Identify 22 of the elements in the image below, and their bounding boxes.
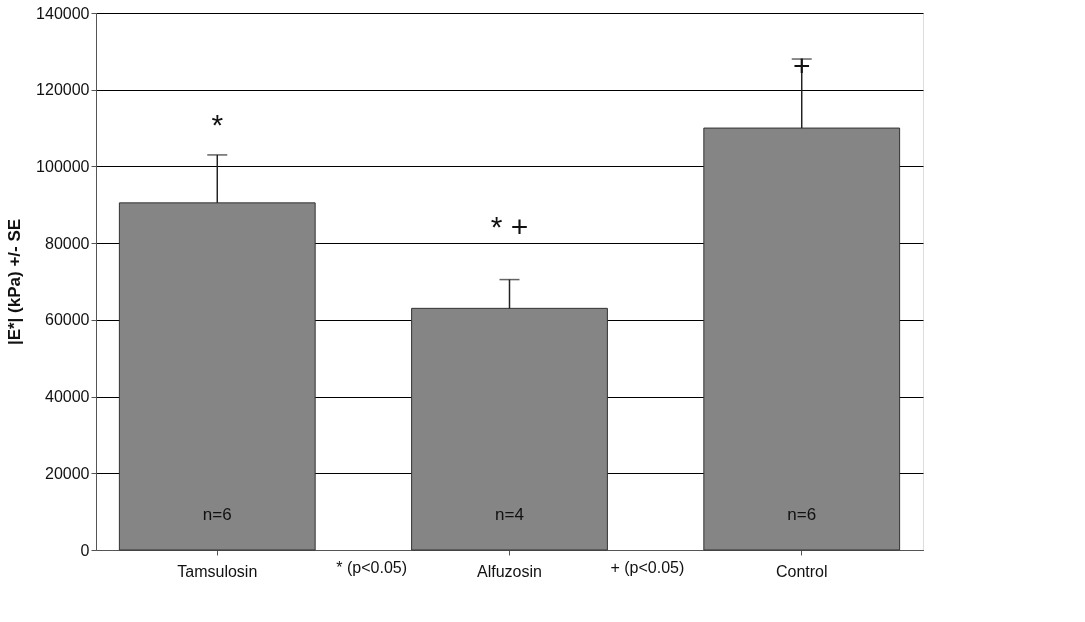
y-tick-label: 40000 — [45, 388, 90, 406]
annotation: * + — [490, 209, 529, 243]
annotation: n=6 — [787, 505, 817, 525]
bar — [411, 307, 608, 551]
x-tick-label: Tamsulosin — [177, 562, 258, 580]
annotation: * — [211, 107, 224, 141]
y-axis-title: |E*| (kPa) +/- SE — [5, 218, 25, 346]
annotation: n=4 — [495, 505, 524, 525]
bar — [118, 202, 316, 551]
y-tick-label: 0 — [80, 541, 90, 559]
y-tick-label: 60000 — [45, 311, 90, 329]
bar — [703, 127, 901, 551]
y-tick-label: 100000 — [36, 157, 90, 175]
y-tick-label: 140000 — [36, 4, 90, 22]
y-tick-label: 20000 — [45, 464, 90, 482]
text: * (p<0.05) — [336, 559, 408, 576]
y-tick-label: 120000 — [36, 81, 90, 99]
y-tick-label: 80000 — [45, 234, 90, 252]
x-tick-label: Control — [775, 562, 828, 580]
text: + (p<0.05) — [610, 559, 685, 576]
annotation: n=6 — [202, 505, 232, 525]
x-tick-label: Alfuzosin — [477, 562, 542, 580]
